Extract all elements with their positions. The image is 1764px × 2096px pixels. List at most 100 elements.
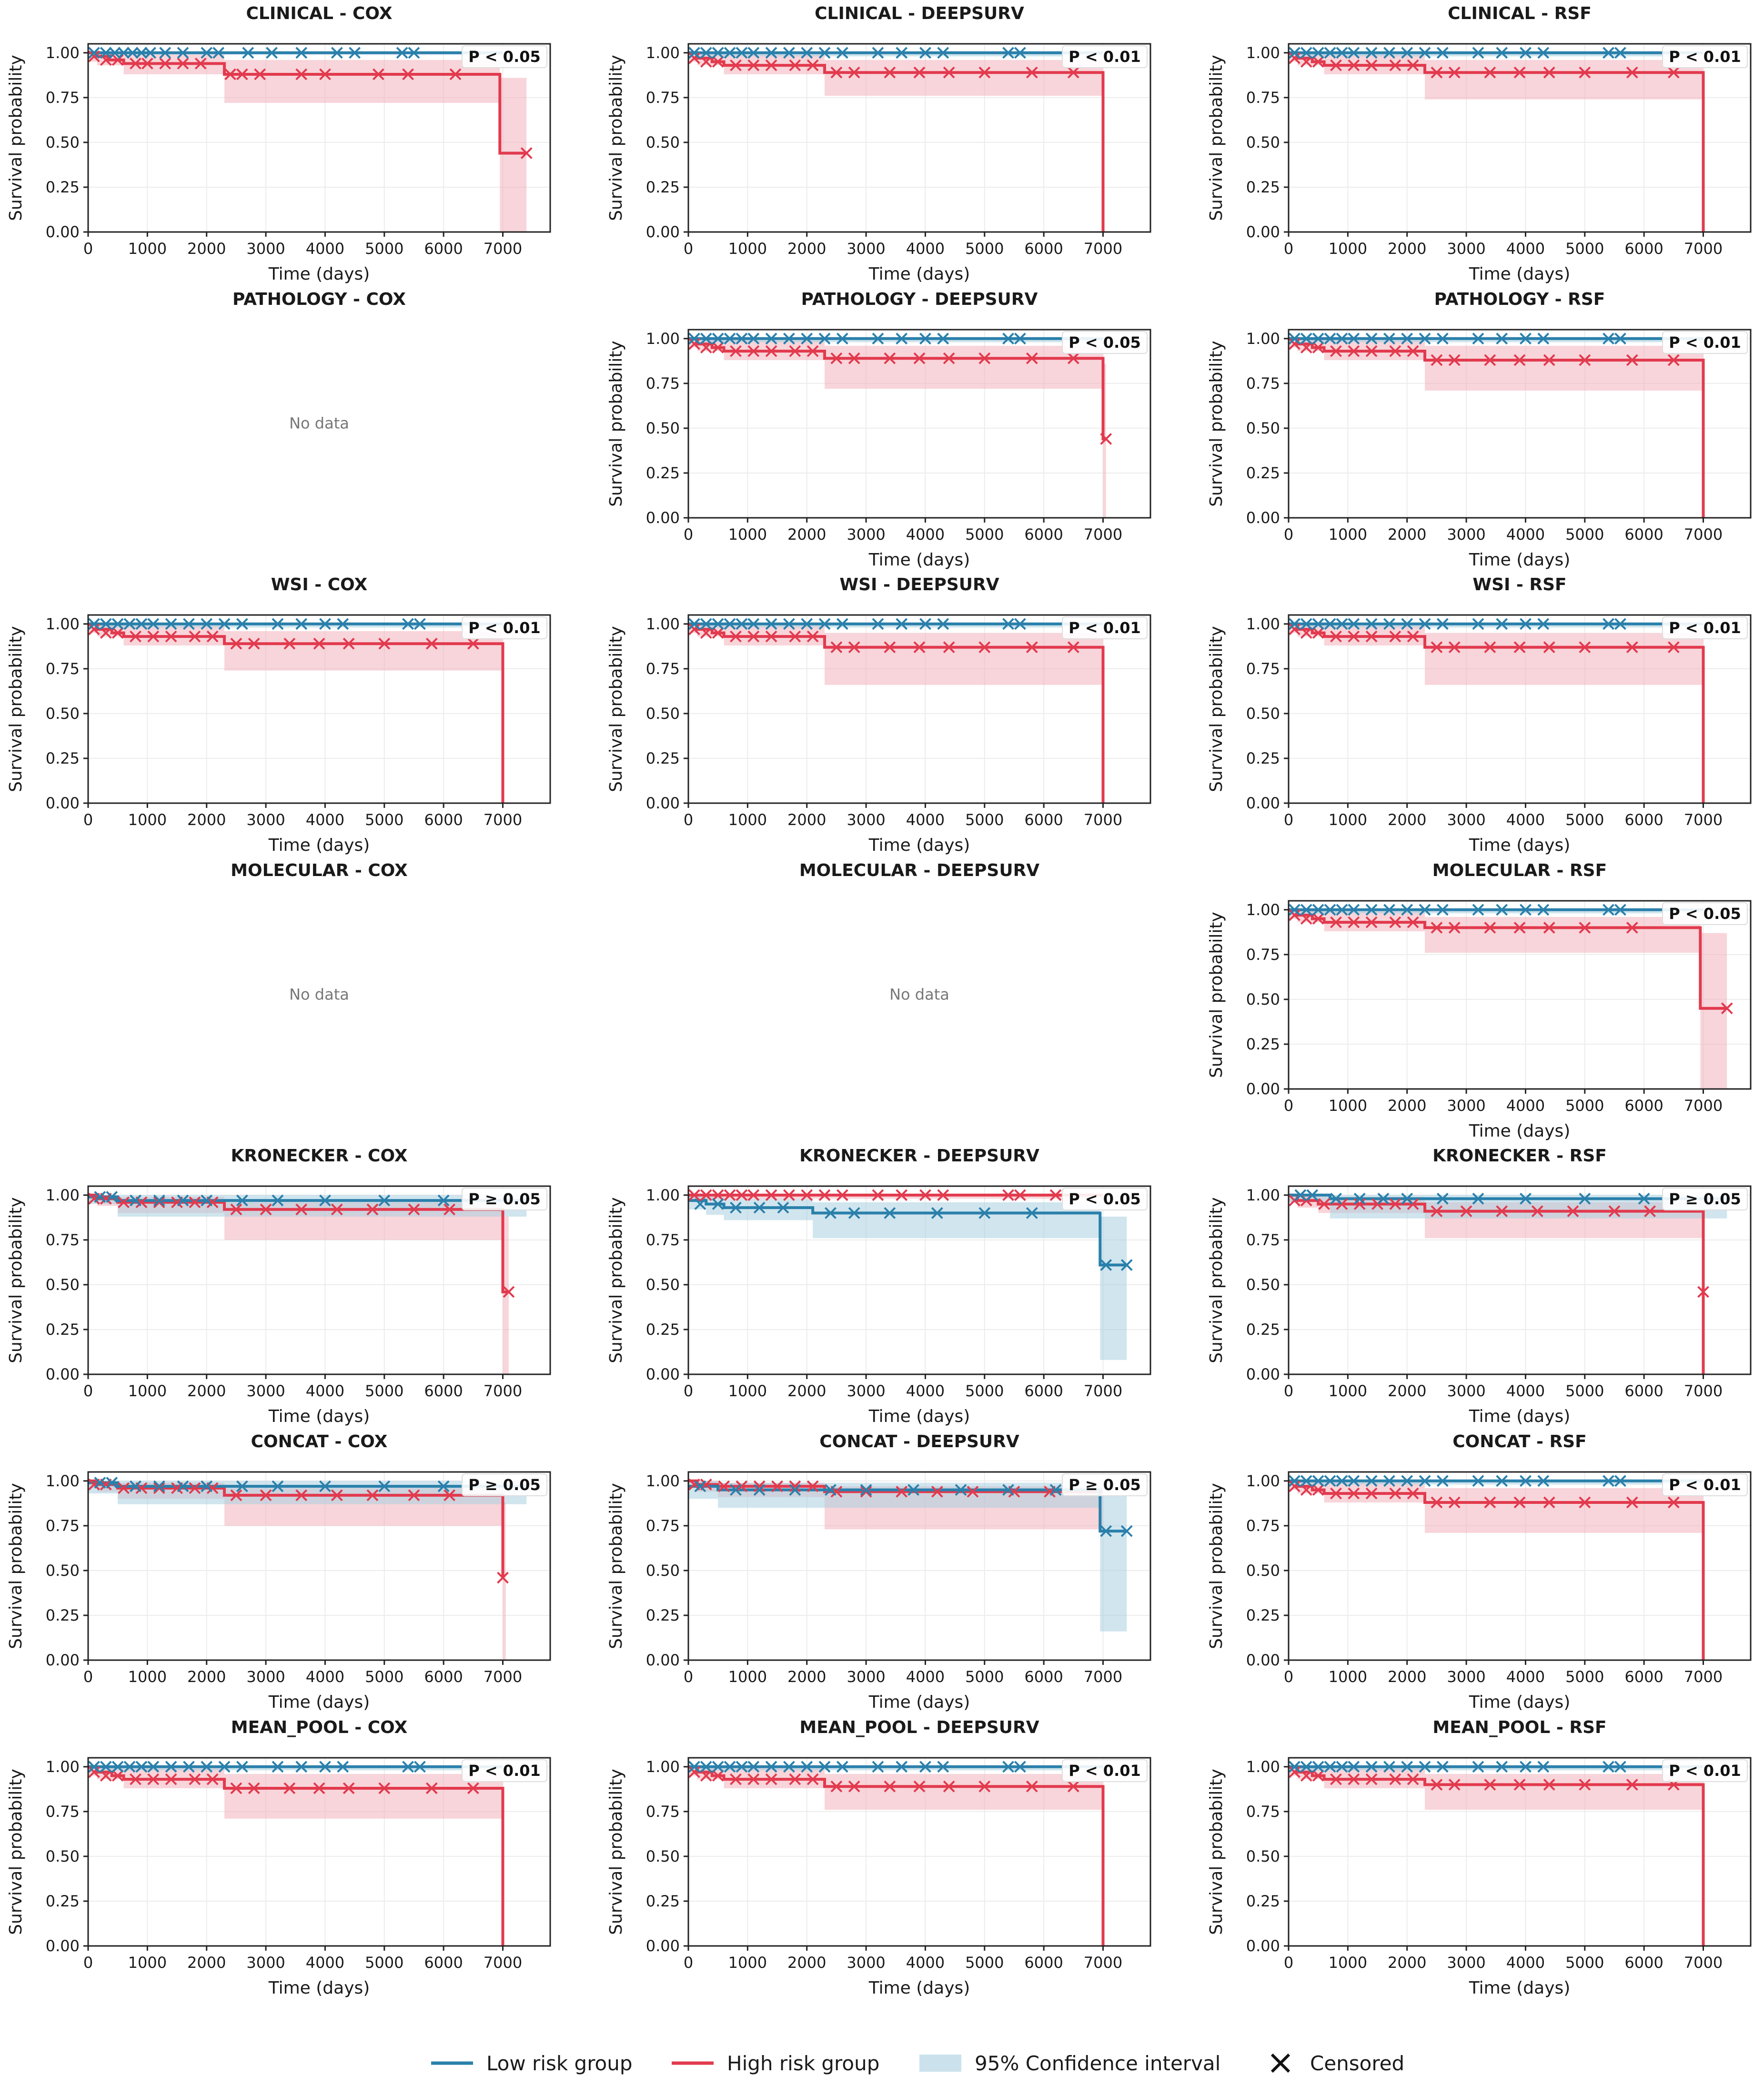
high-risk-ci-band xyxy=(88,1481,506,1660)
high-risk-censor-mark xyxy=(1626,1779,1638,1791)
low-risk-censor-mark xyxy=(700,1761,712,1773)
y-tick-label: 0.25 xyxy=(46,1606,80,1624)
x-tick-label: 2000 xyxy=(187,1382,226,1400)
low-risk-censor-mark xyxy=(1014,618,1026,630)
x-axis-label: Time (days) xyxy=(868,836,970,855)
high-risk-ci-band xyxy=(1289,1481,1704,1533)
low-risk-censor-mark xyxy=(1401,47,1413,59)
p-value-label: P < 0.01 xyxy=(1669,1762,1741,1780)
x-tick-label: 1000 xyxy=(1329,525,1367,544)
high-risk-censor-mark xyxy=(872,1189,884,1201)
high-risk-censor-mark xyxy=(1300,627,1312,639)
low-risk-censor-mark xyxy=(153,1480,165,1492)
low-risk-censor-mark xyxy=(765,618,777,630)
plot-frame xyxy=(687,614,1151,804)
low-risk-censor-mark xyxy=(1383,333,1395,345)
low-risk-censor-mark xyxy=(1300,1761,1312,1773)
panel-grid: CLINICAL - COX 0 1000 2000 3000 4000 5000 6000 7… xyxy=(6,4,1752,1998)
low-risk-censor-mark xyxy=(730,1201,742,1214)
low-risk-censor-mark xyxy=(1419,333,1431,345)
legend-item-95-confidence-interval: 95% Confidence interval xyxy=(919,2052,1220,2075)
y-tick-label: 0.75 xyxy=(646,1803,680,1821)
y-axis-label: Survival probability xyxy=(6,1197,26,1363)
high-risk-censor-mark xyxy=(806,630,819,643)
high-risk-censor-mark xyxy=(919,1189,931,1201)
y-axis-label: Survival probability xyxy=(606,626,626,792)
x-tick-label: 3000 xyxy=(246,240,285,258)
x-tick-label: 1000 xyxy=(1329,1097,1367,1115)
low-risk-censor-mark xyxy=(177,1194,189,1207)
low-risk-censor-mark xyxy=(106,1477,118,1489)
y-axis-label: Survival probability xyxy=(6,626,26,792)
high-risk-censor-mark xyxy=(1389,1198,1401,1210)
plot-frame xyxy=(87,1471,551,1661)
low-risk-censor-mark xyxy=(700,333,712,345)
plot-frame xyxy=(687,329,1151,519)
high-risk-censor-mark xyxy=(712,342,724,354)
high-risk-censor-mark xyxy=(700,1770,712,1782)
low-risk-censor-mark xyxy=(884,1207,896,1219)
y-tick-label: 0.00 xyxy=(46,1365,80,1383)
high-risk-censor-mark xyxy=(1513,922,1526,934)
low-risk-censor-mark xyxy=(1614,618,1626,630)
high-risk-censor-mark xyxy=(130,57,141,70)
high-risk-censor-mark xyxy=(331,1489,343,1501)
x-tick-label: 5000 xyxy=(1565,1382,1604,1400)
y-tick-label: 0.00 xyxy=(46,223,80,241)
low-risk-censor-mark xyxy=(1002,1484,1014,1496)
y-tick-label: 0.25 xyxy=(46,178,80,196)
low-risk-censor-mark xyxy=(1300,333,1312,345)
y-tick-label: 0.00 xyxy=(1246,1365,1280,1383)
low-risk-censor-mark xyxy=(144,47,156,59)
p-value-label: P < 0.01 xyxy=(468,619,541,637)
high-risk-censor-mark xyxy=(189,1196,201,1209)
x-tick-label: 1000 xyxy=(1329,1382,1367,1400)
x-tick-label: 7000 xyxy=(1684,811,1723,829)
high-risk-censor-mark xyxy=(943,352,955,364)
high-risk-censor-mark xyxy=(1531,1205,1543,1218)
low-risk-censor-mark xyxy=(1472,1192,1484,1205)
y-tick-label: 1.00 xyxy=(1246,330,1280,348)
high-risk-censor-mark xyxy=(1026,1780,1038,1793)
high-risk-censor-mark xyxy=(1067,66,1079,79)
low-risk-censor-mark xyxy=(1537,1761,1550,1773)
x-tick-label: 3000 xyxy=(847,1668,885,1686)
low-risk-censor-mark xyxy=(1579,1192,1591,1205)
low-risk-censor-mark xyxy=(1520,618,1532,630)
high-risk-censor-mark xyxy=(1579,354,1591,366)
high-risk-censor-mark xyxy=(141,57,153,70)
x-tick-label: 6000 xyxy=(1024,1954,1063,1972)
x-tick-label: 2000 xyxy=(1388,1954,1426,1972)
y-axis-label: Survival probability xyxy=(6,1769,26,1935)
no-data-label: No data xyxy=(889,986,949,1004)
high-risk-censor-mark xyxy=(230,637,242,650)
panel-wsi-cox: WSI - COX 0 1000 2000 3000 4000 5000 6000 7000 0.… xyxy=(6,575,551,855)
high-risk-censor-mark xyxy=(295,68,308,81)
low-risk-censor-mark xyxy=(1289,618,1300,630)
low-risk-censor-mark xyxy=(1472,47,1484,59)
low-risk-censor-mark xyxy=(1520,333,1532,345)
high-risk-censor-mark xyxy=(378,1782,391,1794)
x-tick-label: 4000 xyxy=(306,1954,344,1972)
y-tick-label: 1.00 xyxy=(1246,1186,1280,1204)
y-tick-label: 0.50 xyxy=(1246,419,1280,437)
high-risk-censor-mark xyxy=(1289,909,1300,921)
x-tick-label: 1000 xyxy=(128,1382,167,1400)
low-risk-censor-mark xyxy=(295,618,308,630)
p-value-box xyxy=(1662,1473,1748,1496)
x-tick-label: 1000 xyxy=(1329,811,1367,829)
high-risk-censor-mark xyxy=(1431,66,1443,79)
high-risk-censor-mark xyxy=(730,345,742,357)
x-tick-label: 4000 xyxy=(306,811,344,829)
high-risk-censor-mark xyxy=(1067,352,1079,364)
legend-item-censored: Censored xyxy=(1270,2052,1404,2075)
x-tick-label: 1000 xyxy=(728,525,767,544)
low-risk-censor-mark xyxy=(201,1194,213,1207)
low-risk-censor-mark xyxy=(1294,1189,1307,1201)
low-risk-censor-mark xyxy=(1537,1475,1550,1487)
x-tick-label: 6000 xyxy=(424,1382,463,1400)
y-tick-label: 0.00 xyxy=(1246,1937,1280,1955)
high-risk-censor-mark xyxy=(1289,623,1300,635)
high-risk-censor-mark xyxy=(147,1773,160,1785)
high-risk-censor-mark xyxy=(378,637,391,650)
